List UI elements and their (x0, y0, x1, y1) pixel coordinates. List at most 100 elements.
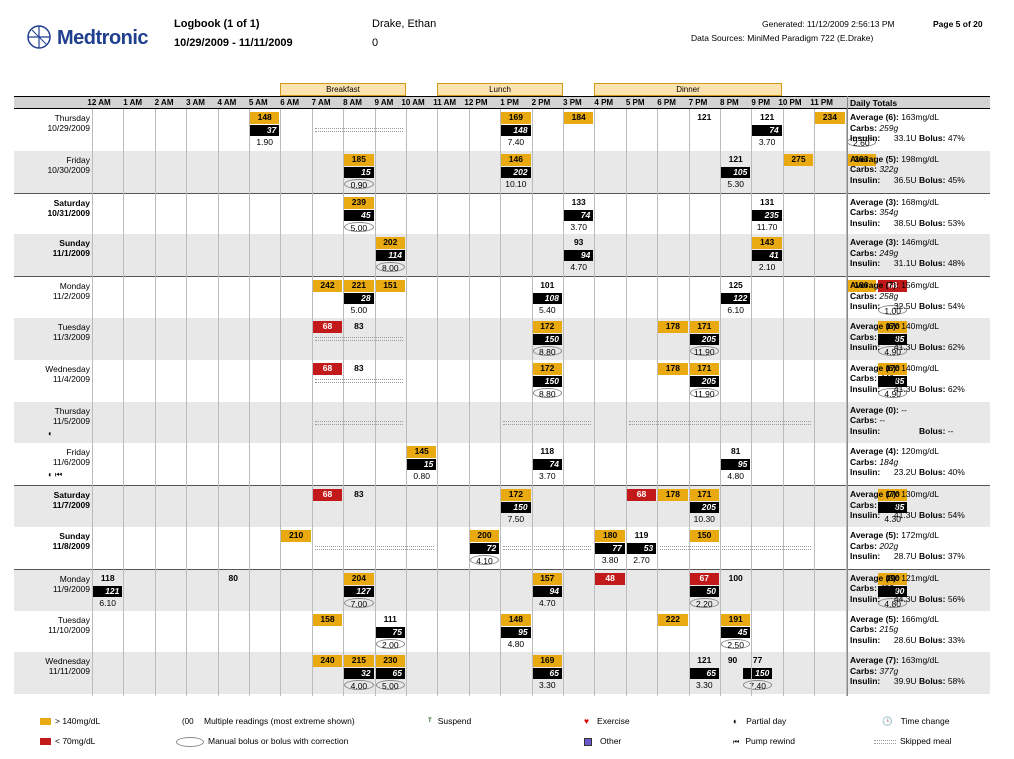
hour-gridline (531, 109, 533, 696)
day-of-week: Sunday (59, 238, 90, 249)
daily-totals: Average (5): 198mg/dL Carbs: 322g Insulin:… (848, 154, 990, 186)
insulin-label: Insulin: (850, 551, 881, 561)
time-label: 10 PM (778, 98, 802, 107)
average-label: Average (5): (850, 530, 899, 540)
insulin-value: 6.10 (99, 597, 116, 608)
low-glucose-reading: 68 (312, 362, 343, 375)
patient-id: 0 (372, 37, 379, 49)
insulin-total: 41.3U (893, 383, 917, 394)
carbs-label: Carbs: (850, 331, 877, 342)
insulin-value: 7.50 (507, 514, 525, 525)
insulin-value: 3.30 (696, 680, 713, 691)
logbook-grid: 12 AM 1 AM 2 AM 3 AM 4 AM 5 AM 6 AM 7 AM 8 AM 9 A… (14, 96, 990, 696)
bolus-label: Bolus: (918, 425, 946, 436)
bolus-percent: 37% (947, 551, 965, 561)
insulin-value: 3.70 (570, 221, 587, 232)
hour-gridline (186, 109, 188, 696)
time-label: 4 PM (594, 98, 614, 107)
day-date: 10/29/2009 (47, 123, 90, 133)
glucose-reading: 90 (727, 655, 738, 666)
insulin-label: Insulin: (850, 301, 881, 312)
legend-suspend-label: Suspend (437, 716, 472, 726)
insulin-total: 23.2U (893, 467, 917, 478)
glucose-reading: 131 (759, 196, 775, 207)
bolus-percent: 48% (947, 258, 965, 269)
bolus-label: Bolus: (918, 467, 946, 478)
average-value: 163mg/dL (901, 655, 940, 666)
high-glucose-reading: 151 (375, 280, 405, 293)
carbs-value: 90 (878, 585, 908, 597)
day-of-week: Wednesday (45, 363, 90, 374)
high-glucose-reading: 240 (312, 655, 343, 668)
high-glucose-reading: 191 (721, 613, 751, 626)
time-label: 10 AM (401, 98, 425, 107)
manual-bolus-value: 4.90 (878, 387, 908, 399)
meal-breakfast: Breakfast (280, 83, 406, 96)
carbs-value: 95 (501, 626, 531, 638)
day-row: Thursday 10/29/2009 148 169 184 121 121 234 37 14… (14, 109, 990, 151)
insulin-total: 41.3U (893, 510, 917, 521)
average-label: Average (7): (850, 489, 899, 500)
bolus-percent: 62% (947, 342, 965, 352)
high-glucose-reading: 157 (532, 572, 562, 585)
carbs-value: 65 (689, 668, 719, 680)
bolus-label: Bolus: (918, 174, 946, 185)
day-label: Sunday 11/1/2009 (14, 238, 90, 258)
carbs-total: 184g (879, 456, 899, 467)
carbs-label: Carbs: (850, 456, 877, 467)
average-value: 146mg/dL (901, 237, 940, 248)
legend-manual-label: Manual bolus or bolus with correction (208, 736, 349, 746)
carbs-value: 45 (721, 626, 751, 638)
glucose-reading: 121 (697, 655, 712, 666)
high-glucose-reading: 158 (312, 613, 343, 626)
carbs-label: Carbs: (850, 583, 877, 594)
carbs-value: 65 (532, 668, 562, 680)
hour-gridline (437, 109, 439, 696)
day-of-week: Friday (66, 447, 90, 458)
day-label: Saturday 11/7/2009 (14, 490, 90, 510)
carbs-value: 95 (721, 459, 751, 471)
high-glucose-reading: 148 (501, 613, 531, 626)
high-glucose-reading: 222 (658, 613, 688, 626)
day-of-week: Saturday (53, 197, 90, 208)
day-marker-icons: ◐ ⏮ (48, 470, 63, 480)
bolus-percent: 58% (947, 676, 965, 687)
insulin-value: 4.30 (884, 514, 901, 525)
manual-bolus-value: 8.80 (532, 387, 562, 399)
carbs-value: 150 (742, 668, 773, 680)
bolus-percent: 53% (947, 217, 965, 228)
legend-timechange-label: Time change (900, 716, 950, 726)
carbs-label: Carbs: (850, 499, 877, 510)
daily-totals: Average (3): 146mg/dL Carbs: 249g Insulin:… (848, 237, 990, 269)
carbs-total: 249g (879, 247, 899, 258)
skipped-meal-icon (314, 420, 403, 425)
insulin-value: 6.10 (727, 305, 744, 316)
high-glucose-reading: 171 (689, 321, 719, 333)
average-label: Average (6): (850, 112, 899, 122)
bolus-label: Bolus: (918, 217, 946, 228)
glucose-reading: 125 (728, 280, 743, 291)
day-date: 11/7/2009 (52, 500, 90, 511)
time-label: 5 PM (625, 98, 645, 107)
daily-totals: Average (7): 163mg/dL Carbs: 377g Insulin:… (848, 655, 990, 687)
manual-bolus-value: 11.90 (689, 387, 719, 399)
time-label: 6 AM (280, 98, 300, 107)
insulin-label: Insulin: (850, 634, 881, 645)
day-date: 10/30/2009 (47, 164, 90, 175)
daily-totals: Average (4): 120mg/dL Carbs: 184g Insulin:… (848, 446, 990, 478)
bolus-percent: 62% (947, 383, 965, 394)
high-glucose-reading: 178 (658, 489, 688, 502)
carbs-value: 205 (689, 502, 719, 514)
carbs-value: 75 (375, 626, 405, 638)
legend-low-label: < 70mg/dL (55, 736, 96, 746)
daily-totals: Average (6): 163mg/dL Carbs: 259g Insulin:… (848, 112, 990, 144)
bolus-percent: 54% (947, 510, 965, 521)
insulin-label: Insulin: (850, 133, 881, 143)
low-glucose-reading: 68 (312, 489, 343, 502)
carbs-value: 50 (689, 585, 719, 597)
insulin-total: 28.7U (893, 551, 917, 561)
high-glucose-reading: 171 (689, 362, 719, 375)
high-glucose-reading: 204 (344, 572, 374, 585)
carbs-value: 121 (93, 585, 123, 597)
skipped-meal-icon (503, 546, 592, 550)
